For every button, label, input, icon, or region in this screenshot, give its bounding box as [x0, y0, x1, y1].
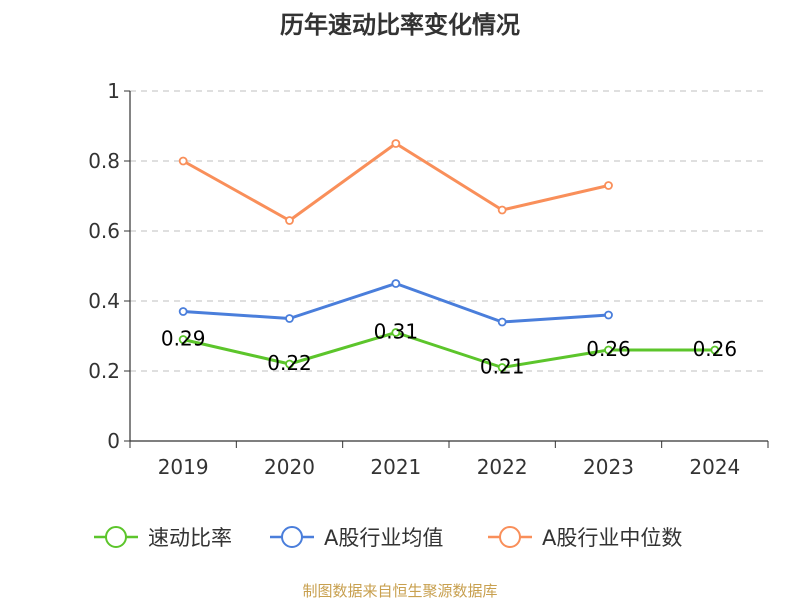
data-label: 0.21	[480, 355, 525, 379]
legend-marker	[281, 526, 303, 548]
data-point	[497, 317, 507, 327]
series-line	[183, 282, 609, 324]
series-0	[178, 328, 720, 372]
chart-title: 历年速动比率变化情况	[280, 11, 520, 39]
x-tick-label: 2021	[370, 455, 421, 479]
data-label: 0.26	[693, 337, 738, 361]
series	[178, 139, 720, 372]
legend-item-0[interactable]: 速动比率	[94, 526, 232, 550]
y-tick-label: 0.2	[88, 359, 120, 383]
data-point	[178, 335, 188, 344]
legend: 速动比率 A股行业均值 A股行业中位数	[94, 526, 682, 550]
x-tick-label: 2023	[583, 455, 634, 479]
data-point	[285, 314, 294, 323]
data-point	[497, 363, 507, 372]
x-tick-label: 2020	[264, 455, 315, 479]
data-point	[391, 139, 401, 148]
legend-item-1[interactable]: A股行业均值	[270, 526, 443, 550]
data-point	[710, 345, 720, 355]
data-label: 0.29	[161, 327, 206, 351]
legend-marker	[105, 526, 127, 548]
legend-marker	[499, 526, 521, 548]
series-line	[182, 142, 609, 222]
data-label: 0.22	[267, 351, 312, 375]
data-point	[178, 156, 188, 166]
series-line	[182, 331, 715, 369]
data-point	[391, 328, 401, 337]
y-tick-label: 0.4	[88, 289, 120, 313]
legend-item-2[interactable]: A股行业中位数	[488, 526, 682, 550]
series-1	[178, 279, 613, 327]
series-2	[178, 139, 613, 225]
legend-label: 速动比率	[148, 526, 232, 550]
data-labels: 0.29 0.22 0.31 0.21 0.26 0.26	[161, 320, 737, 379]
data-point	[604, 345, 613, 355]
y-tick-label: 0.8	[88, 149, 120, 173]
data-point	[178, 307, 188, 316]
y-tick-label: 1	[107, 79, 120, 103]
legend-label: A股行业中位数	[542, 526, 682, 550]
source-note: 制图数据来自恒生聚源数据库	[302, 582, 497, 600]
x-tick-label: 2019	[158, 455, 209, 479]
y-tick-label: 0.6	[88, 219, 120, 243]
axes: 0 0.2 0.4 0.6 0.8 1 2019 2020 2021 2022 2023 2024	[88, 79, 769, 479]
legend-label: A股行业均值	[324, 526, 443, 550]
x-tick-label: 2024	[689, 455, 740, 479]
data-point	[391, 279, 401, 288]
data-point	[497, 205, 507, 215]
data-label: 0.26	[586, 337, 631, 361]
grid	[130, 90, 768, 372]
x-tick-label: 2022	[477, 455, 528, 479]
data-point	[285, 359, 294, 369]
data-point	[285, 216, 294, 225]
data-point	[604, 310, 613, 320]
data-point	[604, 181, 613, 190]
data-label: 0.31	[374, 320, 419, 344]
y-tick-label: 0	[107, 429, 120, 453]
